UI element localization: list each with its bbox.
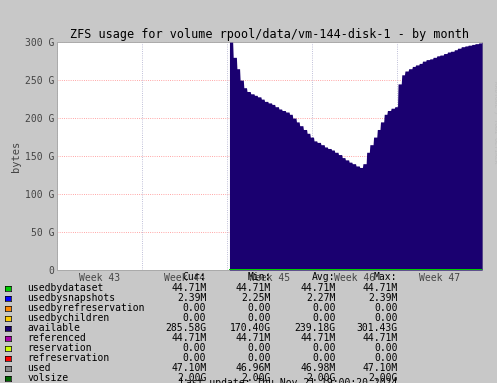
Text: Cur:: Cur: (183, 272, 206, 282)
Text: used: used (27, 363, 51, 373)
Text: 2.39M: 2.39M (368, 293, 398, 303)
Text: 170.40G: 170.40G (230, 323, 271, 333)
Text: 2.00G: 2.00G (177, 373, 206, 383)
Text: 0.00: 0.00 (248, 303, 271, 313)
Text: 2.00G: 2.00G (306, 373, 335, 383)
Text: 0.00: 0.00 (374, 313, 398, 323)
Text: 44.71M: 44.71M (300, 283, 335, 293)
Text: 0.00: 0.00 (312, 343, 335, 353)
Text: 0.00: 0.00 (183, 343, 206, 353)
Text: Last update: Thu Nov 21 19:00:20 2024: Last update: Thu Nov 21 19:00:20 2024 (179, 378, 397, 383)
Text: 0.00: 0.00 (374, 303, 398, 313)
Text: 47.10M: 47.10M (171, 363, 206, 373)
Text: 0.00: 0.00 (312, 353, 335, 363)
Text: 2.00G: 2.00G (368, 373, 398, 383)
Text: 46.96M: 46.96M (236, 363, 271, 373)
Text: 0.00: 0.00 (183, 303, 206, 313)
Text: usedbyrefreservation: usedbyrefreservation (27, 303, 145, 313)
Text: 0.00: 0.00 (374, 343, 398, 353)
Text: 0.00: 0.00 (248, 313, 271, 323)
Text: 44.71M: 44.71M (362, 333, 398, 343)
Title: ZFS usage for volume rpool/data/vm-144-disk-1 - by month: ZFS usage for volume rpool/data/vm-144-d… (70, 28, 469, 41)
Text: referenced: referenced (27, 333, 86, 343)
Text: 44.71M: 44.71M (236, 333, 271, 343)
Text: 0.00: 0.00 (248, 353, 271, 363)
Text: 0.00: 0.00 (183, 353, 206, 363)
Text: Avg:: Avg: (312, 272, 335, 282)
Text: usedbysnapshots: usedbysnapshots (27, 293, 115, 303)
Text: 301.43G: 301.43G (356, 323, 398, 333)
Y-axis label: bytes: bytes (11, 141, 21, 172)
Text: usedbydataset: usedbydataset (27, 283, 104, 293)
Text: 0.00: 0.00 (248, 343, 271, 353)
Text: 47.10M: 47.10M (362, 363, 398, 373)
Text: 0.00: 0.00 (183, 313, 206, 323)
Text: 285.58G: 285.58G (165, 323, 206, 333)
Text: Max:: Max: (374, 272, 398, 282)
Text: 2.39M: 2.39M (177, 293, 206, 303)
Text: 2.25M: 2.25M (242, 293, 271, 303)
Text: 239.18G: 239.18G (294, 323, 335, 333)
Text: RRDTOOL / TOBI OETIKER: RRDTOOL / TOBI OETIKER (494, 81, 497, 164)
Text: 2.00G: 2.00G (242, 373, 271, 383)
Text: 2.27M: 2.27M (306, 293, 335, 303)
Text: 0.00: 0.00 (312, 303, 335, 313)
Text: refreservation: refreservation (27, 353, 109, 363)
Text: 0.00: 0.00 (312, 313, 335, 323)
Text: Min:: Min: (248, 272, 271, 282)
Text: volsize: volsize (27, 373, 69, 383)
Text: reservation: reservation (27, 343, 92, 353)
Text: 44.71M: 44.71M (171, 333, 206, 343)
Text: usedbychildren: usedbychildren (27, 313, 109, 323)
Text: 44.71M: 44.71M (171, 283, 206, 293)
Text: 46.98M: 46.98M (300, 363, 335, 373)
Text: 44.71M: 44.71M (300, 333, 335, 343)
Text: 44.71M: 44.71M (362, 283, 398, 293)
Text: available: available (27, 323, 80, 333)
Text: 44.71M: 44.71M (236, 283, 271, 293)
Text: 0.00: 0.00 (374, 353, 398, 363)
